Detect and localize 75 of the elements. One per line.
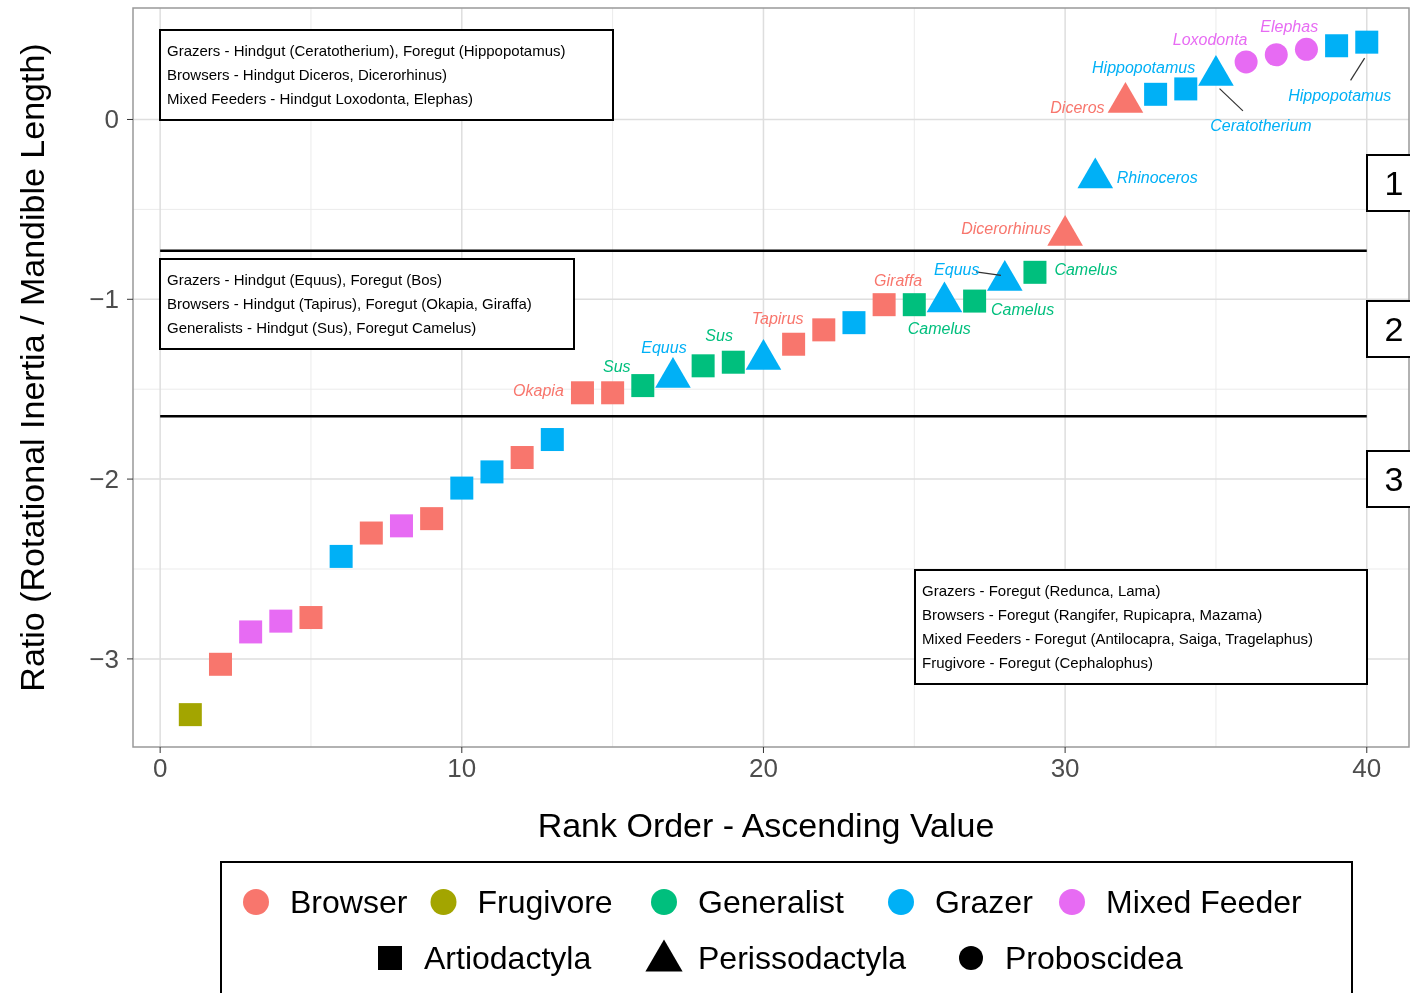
point xyxy=(963,289,987,313)
point xyxy=(570,381,594,405)
point xyxy=(1294,37,1318,61)
legend-label: Browser xyxy=(290,884,408,920)
point xyxy=(631,374,655,398)
point xyxy=(812,318,836,342)
x-tick-label: 20 xyxy=(749,753,778,783)
point xyxy=(239,620,263,644)
point xyxy=(842,311,866,335)
point xyxy=(721,350,745,374)
annotation: Sus xyxy=(705,327,733,345)
point xyxy=(902,293,926,317)
y-axis-title: Ratio (Rotational Inertia / Mandible Length) xyxy=(13,43,51,692)
annotation: Equus xyxy=(641,339,687,357)
x-tick-label: 40 xyxy=(1352,753,1382,783)
annotation: Okapia xyxy=(513,382,564,400)
annotation: Dicerorhinus xyxy=(961,220,1052,238)
annotation: Elephas xyxy=(1260,18,1319,36)
legend-label: Artiodactyla xyxy=(424,940,592,976)
y-tick-label: −1 xyxy=(89,284,119,315)
legend-label: Grazer xyxy=(935,884,1034,920)
point xyxy=(389,514,413,538)
annotation: Loxodonta xyxy=(1172,31,1248,49)
point xyxy=(480,460,504,484)
annotation: Hippopotamus xyxy=(1288,86,1392,104)
legend-label: Frugivore xyxy=(477,884,613,920)
annotation: Ceratotherium xyxy=(1210,117,1312,135)
point xyxy=(420,507,444,531)
point xyxy=(1325,34,1349,58)
point xyxy=(1023,260,1047,284)
annotation: Equus xyxy=(934,261,980,279)
annotation: 1 xyxy=(1384,164,1404,202)
annotation: Grazers - Hindgut (Ceratotherium), Foregut (Hippopotamus) Browsers - Hindgut Diceros, Dicerorhinus) Mixed Feeders - Hindgut Loxodonta, Elephas) xyxy=(167,41,566,107)
legend-label: Proboscidea xyxy=(1005,940,1184,976)
point xyxy=(178,703,202,727)
annotation: Tapirus xyxy=(751,309,804,327)
annotation: Grazers - Foregut (Redunca, Lama) Browsers - Foregut (Rangifer, Rupicapra, Mazama) Mixed Feeders - Foregut (Antilocapra, Saiga, Tragelaphus) Frugivore - Foregut (Cephalophus) xyxy=(922,581,1314,671)
point xyxy=(1234,50,1258,74)
annotation: Camelus xyxy=(907,320,971,338)
point xyxy=(872,293,896,317)
point xyxy=(450,476,474,500)
legend-label: Generalist xyxy=(698,884,844,920)
point xyxy=(601,381,625,405)
point xyxy=(691,354,715,378)
point xyxy=(1144,82,1168,106)
annotation: Grazers - Hindgut (Equus), Foregut (Bos) Browsers - Hindgut (Tapirus), Foregut (Okapia, Giraffa) Generalists - Hindgut (Sus), Foregut Camelus) xyxy=(167,270,532,336)
x-tick-label: 10 xyxy=(447,753,477,783)
point xyxy=(782,332,806,356)
point xyxy=(208,652,232,676)
annotation: Hippopotamus xyxy=(1092,58,1196,76)
point xyxy=(1174,77,1198,101)
y-tick-label: 0 xyxy=(104,104,119,135)
x-tick-label: 30 xyxy=(1050,753,1080,783)
annotation: Sus xyxy=(603,358,631,376)
annotation: 3 xyxy=(1384,460,1404,498)
point xyxy=(359,521,383,545)
annotation: Camelus xyxy=(991,300,1055,318)
annotation: 2 xyxy=(1384,310,1404,348)
x-axis-title: Rank Order - Ascending Value xyxy=(537,806,995,844)
y-tick-label: −2 xyxy=(89,464,119,495)
point xyxy=(299,606,323,630)
legend-label: Mixed Feeder xyxy=(1106,884,1302,920)
point xyxy=(1264,43,1288,67)
annotation: Rhinoceros xyxy=(1116,168,1198,186)
annotation: Camelus xyxy=(1054,260,1118,278)
point xyxy=(540,428,564,452)
legend-label: Perissodactyla xyxy=(698,940,907,976)
annotation: Giraffa xyxy=(874,272,923,290)
point xyxy=(510,446,534,470)
point xyxy=(269,609,293,633)
annotation: Diceros xyxy=(1050,99,1105,117)
x-tick-label: 0 xyxy=(152,753,168,783)
point xyxy=(329,544,353,568)
y-tick-label: −3 xyxy=(89,643,119,674)
point xyxy=(1355,30,1379,54)
